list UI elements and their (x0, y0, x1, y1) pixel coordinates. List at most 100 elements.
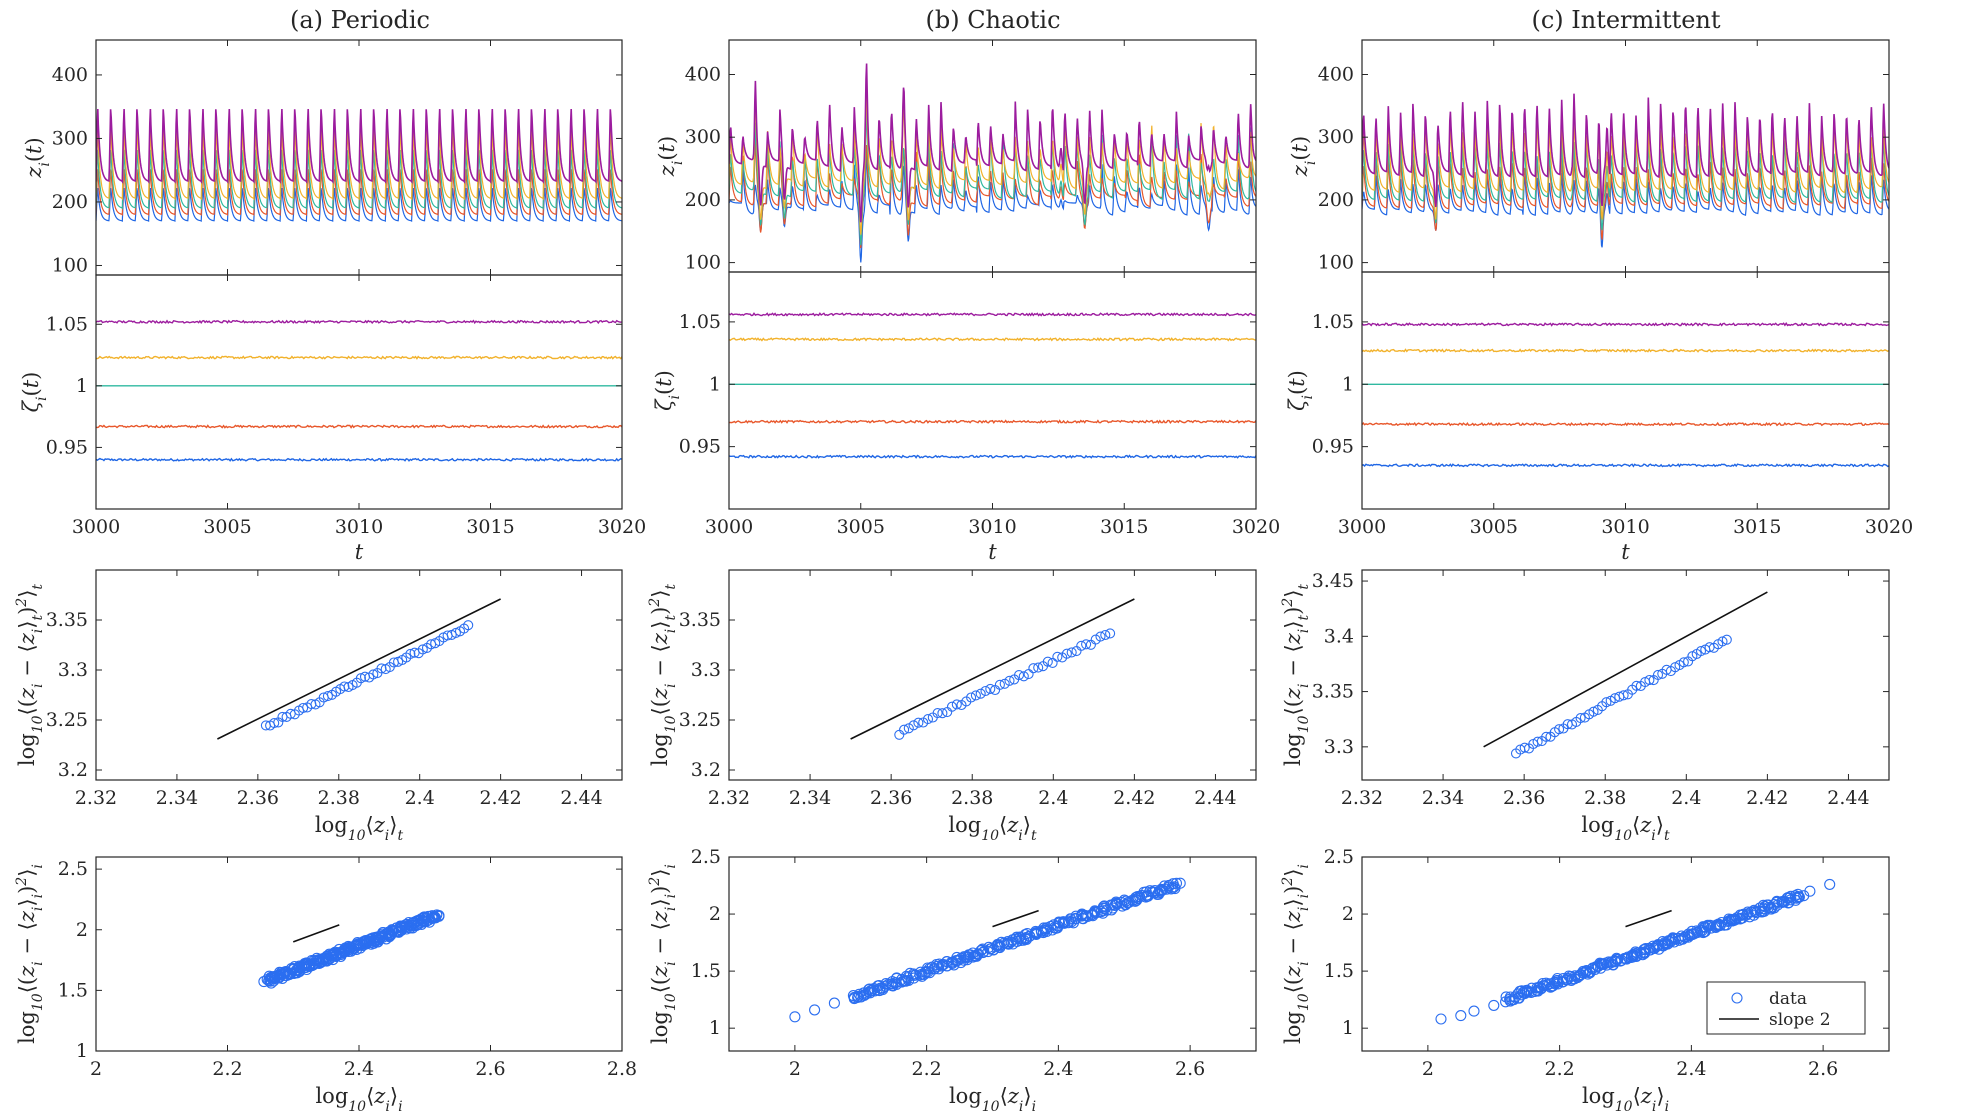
c-spatial-xtick-label: 2.2 (1545, 1058, 1575, 1080)
b-temporal-xtick-label: 2.32 (708, 787, 750, 809)
a-zeta-ytick-label: 0.95 (46, 436, 88, 458)
c-zeta-xtick-label: 3005 (1470, 516, 1518, 538)
level-line-2 (1362, 421, 1889, 427)
data-point (894, 729, 905, 740)
b-spatial-ytick-label: 1 (709, 1017, 721, 1039)
y-axis-label: ζi(t) (652, 370, 683, 411)
series-line-1 (729, 154, 1256, 263)
axes-frame (1361, 856, 1890, 1052)
marks-c-temporal (1483, 591, 1768, 759)
data-point (1541, 731, 1552, 742)
data-point (322, 691, 333, 702)
data-point (1824, 878, 1836, 890)
level-line-2 (729, 419, 1256, 425)
series-line-2 (96, 169, 622, 216)
a-zeta-xtick-label: 3000 (72, 516, 120, 538)
data-point (405, 648, 416, 659)
data-point (966, 692, 977, 703)
data-point (1742, 906, 1754, 918)
data-point (900, 970, 912, 982)
c-zeta-xtick-label: 3000 (1338, 516, 1386, 538)
data-point (1652, 669, 1664, 680)
data-point (1021, 927, 1033, 940)
c-z-ytick-label: 200 (1318, 189, 1354, 211)
series-line-1 (96, 187, 622, 222)
level-line-4 (96, 355, 622, 360)
data-point (975, 688, 986, 699)
data-point (1768, 902, 1780, 914)
y-axis-label: zi(t) (1288, 136, 1319, 177)
c-spatial-xtick-label: 2 (1422, 1058, 1434, 1080)
a-z-ytick-label: 300 (52, 127, 88, 149)
a-temporal-xtick-label: 2.34 (156, 787, 198, 809)
c-temporal-xtick-label: 2.36 (1503, 787, 1545, 809)
data-point (463, 620, 474, 631)
level-line-2 (96, 424, 622, 429)
data-point (964, 949, 976, 961)
data-point (1601, 697, 1612, 708)
data-point (1618, 690, 1629, 701)
level-line-1 (96, 457, 622, 462)
marks-c-z (1362, 93, 1889, 248)
x-axis-label: t (988, 540, 997, 564)
data-point (1455, 1010, 1467, 1022)
c-zeta-ytick-label: 0.95 (1312, 436, 1354, 458)
data-point (1519, 742, 1530, 753)
panel-c-zeta: 0.95 1 1.05 3000 3005 3010 3015 3020 ζi(t) t (1285, 271, 1913, 564)
a-temporal-xtick-label: 2.42 (479, 787, 521, 809)
data-point (1500, 991, 1512, 1003)
a-spatial-xtick-label: 2.8 (607, 1058, 637, 1080)
x-axis-label: log10⟨zi⟩i (315, 1084, 402, 1114)
column-title-b: (b) Chaotic (925, 6, 1060, 34)
level-line-5 (1362, 322, 1889, 327)
marks-b-spatial (789, 877, 1186, 1023)
c-z-ytick-label: 100 (1318, 252, 1354, 274)
data-point (994, 679, 1005, 690)
y-axis-label: ζi(t) (19, 372, 50, 413)
data-point (951, 699, 962, 710)
marks-c-zeta (1362, 322, 1889, 468)
b-zeta-xtick-label: 3000 (705, 516, 753, 538)
slope-line (992, 909, 1039, 928)
a-spatial-ytick-label: 2.5 (58, 858, 88, 880)
data-point (1174, 877, 1186, 889)
x-axis-label: t (1621, 540, 1630, 564)
data-point (899, 724, 910, 735)
a-temporal-ytick-label: 3.2 (58, 759, 88, 781)
plot-area: 100 200 300 400 zi(t) 100 200 300 400 zi(t) 100 200… (14, 39, 1913, 1114)
b-temporal-xtick-label: 2.4 (1038, 787, 1068, 809)
a-temporal-ytick-label: 3.35 (46, 609, 88, 631)
data-point (1028, 663, 1039, 674)
legend-entry-data: data (1769, 989, 1807, 1009)
b-spatial-xtick-label: 2.6 (1175, 1058, 1205, 1080)
b-temporal-ytick-label: 3.2 (691, 759, 721, 781)
panel-a-zeta: 0.95 1 1.05 3000 3005 3010 3015 3020 ζi(t) t (19, 274, 646, 564)
y-axis-label: log10⟨(zi − ⟨zi⟩i)2⟩i (1280, 864, 1312, 1044)
data-point (1100, 629, 1111, 641)
c-spatial-ytick-label: 2.5 (1324, 846, 1354, 868)
x-axis-label: log10⟨zi⟩t (1581, 813, 1670, 844)
data-point (1586, 963, 1598, 975)
b-zeta-xtick-label: 3015 (1100, 516, 1148, 538)
marks-a-spatial (258, 909, 445, 989)
b-z-ytick-label: 300 (685, 126, 721, 148)
marks-b-temporal (850, 598, 1135, 740)
data-point (937, 708, 948, 719)
data-point (1540, 977, 1552, 989)
a-spatial-ytick-label: 1 (76, 1040, 88, 1062)
slope-line (850, 598, 1135, 740)
b-temporal-xtick-label: 2.38 (951, 787, 993, 809)
c-spatial-ytick-label: 2 (1342, 903, 1354, 925)
data-point (1793, 891, 1805, 903)
data-point (1064, 913, 1076, 925)
axes-frame (1361, 271, 1890, 510)
data-point (1047, 657, 1058, 668)
c-temporal-ytick-label: 3.3 (1324, 736, 1354, 758)
data-point (1052, 651, 1063, 662)
marks-a-temporal (217, 598, 501, 740)
panel-a-spatial: 1 1.5 2 2.5 2 2.2 2.4 2.6 2.8 log10⟨(zi − ⟨zi⟩i)2… (14, 856, 637, 1114)
data-point (428, 910, 441, 922)
a-zeta-xtick-label: 3010 (335, 516, 383, 538)
